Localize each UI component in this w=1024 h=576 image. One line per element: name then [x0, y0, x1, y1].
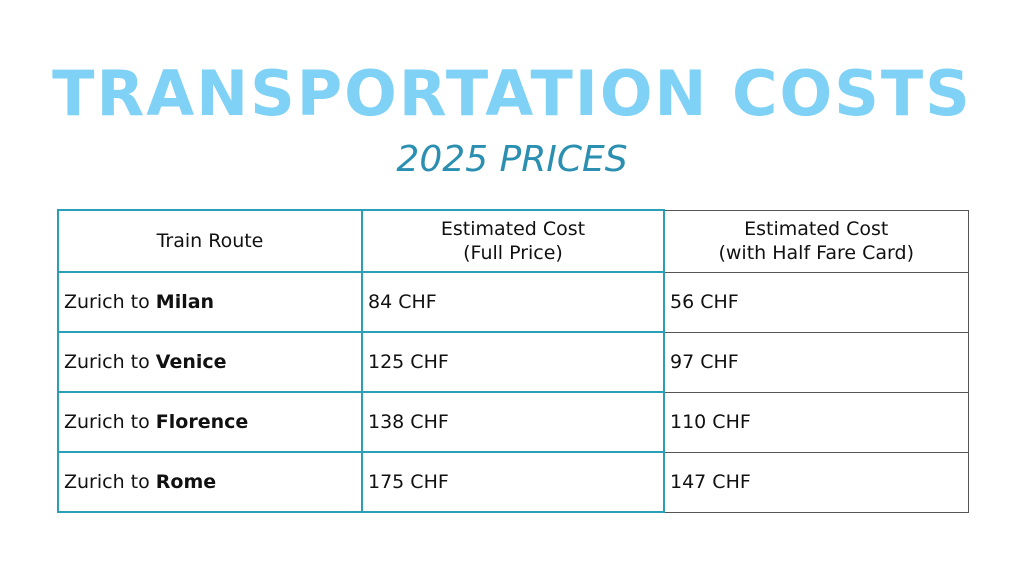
route-prefix: Zurich to: [64, 291, 156, 313]
route-prefix: Zurich to: [64, 351, 156, 373]
table-row: Zurich to Florence 138 CHF 110 CHF: [57, 391, 969, 453]
half-fare-cell: 56 CHF: [663, 271, 969, 333]
table-row: Zurich to Rome 175 CHF 147 CHF: [57, 451, 969, 513]
page-title: TRANSPORTATION COSTS: [52, 57, 972, 130]
table-row: Zurich to Milan 84 CHF 56 CHF: [57, 271, 969, 333]
header-train-route: Train Route: [57, 209, 363, 273]
half-fare-cell: 97 CHF: [663, 331, 969, 393]
header-full-price: Estimated Cost (Full Price): [361, 209, 665, 273]
route-cell: Zurich to Rome: [57, 451, 363, 513]
header-half-fare: Estimated Cost (with Half Fare Card): [663, 209, 969, 273]
half-fare-cell: 110 CHF: [663, 391, 969, 453]
header-full-price-line1: Estimated Cost: [440, 218, 586, 240]
transport-cost-table: Train Route Estimated Cost (Full Price) …: [57, 209, 969, 513]
route-city: Florence: [155, 411, 249, 433]
full-price-cell: 125 CHF: [361, 331, 665, 393]
route-cell: Zurich to Milan: [57, 271, 363, 333]
route-prefix: Zurich to: [64, 471, 156, 493]
header-full-price-line2: (Full Price): [463, 242, 563, 264]
header-half-fare-line2: (with Half Fare Card): [718, 242, 914, 264]
full-price-cell: 138 CHF: [361, 391, 665, 453]
full-price-cell: 84 CHF: [361, 271, 665, 333]
route-cell: Zurich to Venice: [57, 331, 363, 393]
route-city: Rome: [155, 471, 217, 493]
table-row: Zurich to Venice 125 CHF 97 CHF: [57, 331, 969, 393]
page-subtitle: 2025 PRICES: [396, 139, 628, 180]
route-prefix: Zurich to: [64, 411, 156, 433]
route-cell: Zurich to Florence: [57, 391, 363, 453]
header-half-fare-line1: Estimated Cost: [744, 218, 889, 240]
route-city: Venice: [155, 351, 227, 373]
half-fare-cell: 147 CHF: [663, 451, 969, 513]
route-city: Milan: [155, 291, 215, 313]
full-price-cell: 175 CHF: [361, 451, 665, 513]
table-header-row: Train Route Estimated Cost (Full Price) …: [57, 209, 969, 273]
